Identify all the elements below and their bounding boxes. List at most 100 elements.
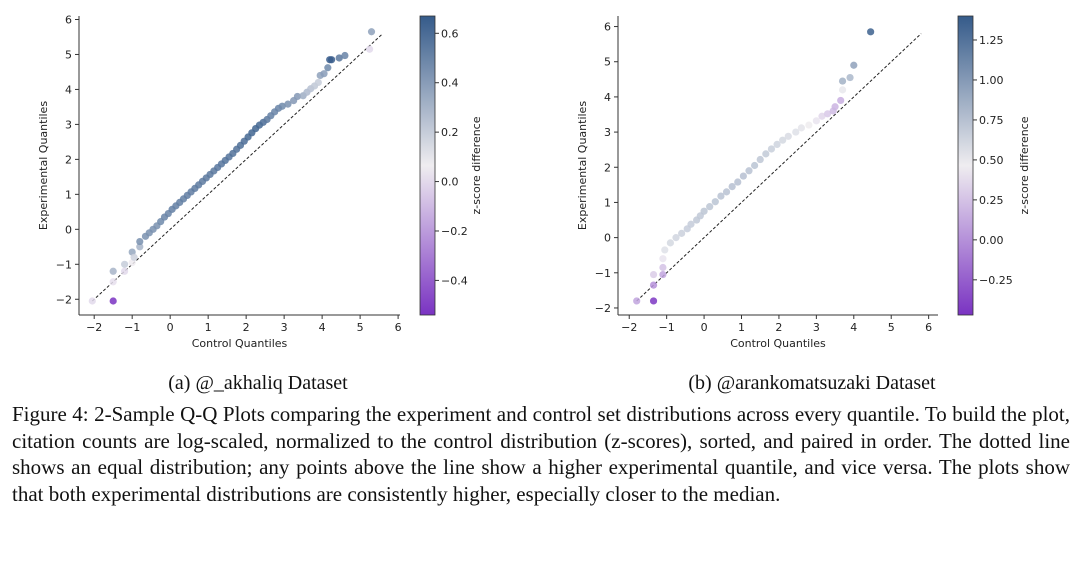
data-point xyxy=(734,178,742,186)
data-point xyxy=(838,77,847,85)
qq-plot-akhaliq: −2 −1 0 1 2 3 4 5 6 −2 −1 0 1 2 3 4 5 6 Control Quantiles E… xyxy=(37,13,483,350)
x-tick-label: 4 xyxy=(850,321,857,334)
colorbar-label: z-score difference xyxy=(1018,116,1031,214)
data-point xyxy=(846,73,854,82)
x-tick-label: −1 xyxy=(659,321,675,334)
data-point xyxy=(324,64,332,72)
data-point xyxy=(700,207,708,215)
data-point xyxy=(745,167,753,175)
y-tick-label: 2 xyxy=(65,153,72,166)
colorbar-tick-label: 1.25 xyxy=(979,34,1004,47)
x-tick-label: 5 xyxy=(888,321,895,334)
data-point xyxy=(805,121,813,129)
data-point xyxy=(109,297,117,305)
data-point xyxy=(672,234,680,242)
x-tick-label: 0 xyxy=(167,321,174,334)
data-point xyxy=(767,145,776,153)
data-point xyxy=(678,229,686,237)
x-tick-label: 4 xyxy=(319,321,326,334)
y-tick-label: 3 xyxy=(604,126,611,139)
x-tick-label: −2 xyxy=(621,321,637,334)
y-tick-label: 0 xyxy=(65,223,72,236)
data-point xyxy=(739,172,747,180)
colorbar-label: z-score difference xyxy=(470,116,483,214)
x-tick-label: 0 xyxy=(701,321,708,334)
colorbar xyxy=(419,15,436,316)
y-tick-label: 0 xyxy=(604,232,611,245)
colorbar-tick-label: −0.4 xyxy=(441,274,468,287)
colorbar-tick-label: 0.2 xyxy=(441,126,459,139)
data-point xyxy=(818,112,826,120)
data-point xyxy=(823,110,832,118)
colorbar-tick-label: 1.00 xyxy=(979,74,1004,87)
data-point xyxy=(756,155,764,164)
colorbar-tick-label: 0.00 xyxy=(979,234,1004,247)
y-tick-label: 4 xyxy=(604,91,611,104)
x-tick-label: −2 xyxy=(86,321,102,334)
y-tick-label: 6 xyxy=(65,13,72,26)
data-point xyxy=(366,45,374,53)
data-point xyxy=(837,96,845,105)
equal-distribution-line xyxy=(91,33,384,302)
colorbar-tick-label: 0.4 xyxy=(441,77,459,90)
data-point xyxy=(850,61,858,69)
data-point xyxy=(335,54,343,62)
data-point xyxy=(867,28,875,36)
data-point xyxy=(293,92,302,101)
data-point xyxy=(661,246,669,254)
data-point xyxy=(711,198,719,206)
data-point xyxy=(784,132,792,140)
data-point xyxy=(120,260,129,268)
data-point xyxy=(687,220,695,228)
data-point xyxy=(751,161,759,170)
data-point xyxy=(136,243,144,251)
data-point xyxy=(649,281,658,289)
data-point xyxy=(88,297,96,305)
colorbar-tick-label: 0.25 xyxy=(979,194,1004,207)
data-point xyxy=(838,86,847,94)
colorbar-tick-label: −0.2 xyxy=(441,225,468,238)
equal-distribution-line xyxy=(636,33,922,302)
data-point xyxy=(722,188,731,196)
data-point xyxy=(109,267,117,275)
y-tick-label: −1 xyxy=(595,267,611,280)
data-point xyxy=(284,100,292,108)
data-point xyxy=(728,183,736,191)
data-point xyxy=(797,124,805,132)
data-point xyxy=(136,237,144,246)
y-tick-label: −1 xyxy=(56,258,72,271)
x-tick-label: 2 xyxy=(243,321,250,334)
x-tick-label: 1 xyxy=(738,321,745,334)
y-tick-label: −2 xyxy=(56,293,72,306)
x-tick-label: 3 xyxy=(813,321,820,334)
y-tick-label: 1 xyxy=(604,196,611,209)
data-point xyxy=(831,103,839,111)
data-point xyxy=(762,150,770,158)
data-point xyxy=(792,128,800,136)
data-point xyxy=(649,270,658,279)
data-point xyxy=(109,278,117,286)
colorbar-tick-label: 0.75 xyxy=(979,114,1004,127)
data-point xyxy=(367,28,376,36)
colorbar-tick-label: 0.6 xyxy=(441,27,459,40)
y-tick-label: 2 xyxy=(604,161,611,174)
data-point xyxy=(314,78,322,87)
data-point xyxy=(659,263,667,272)
subcaption-b: (b) @arankomatsuzaki Dataset xyxy=(688,372,936,394)
data-point xyxy=(130,253,138,261)
y-tick-label: 6 xyxy=(604,21,611,34)
data-point xyxy=(717,192,725,200)
data-point xyxy=(812,117,820,125)
colorbar-tick-label: −0.25 xyxy=(979,274,1013,287)
data-point xyxy=(320,70,328,78)
data-point xyxy=(649,297,658,305)
y-tick-label: 3 xyxy=(65,118,72,131)
data-point xyxy=(779,136,787,144)
data-point xyxy=(659,270,667,279)
x-tick-label: 1 xyxy=(205,321,212,334)
colorbar xyxy=(957,15,974,316)
figure-caption: Figure 4: 2-Sample Q-Q Plots comparing t… xyxy=(12,402,1070,506)
y-axis-label: Experimental Quantiles xyxy=(576,101,589,230)
colorbar-tick-label: 0.0 xyxy=(441,176,459,189)
qq-figure: −2 −1 0 1 2 3 4 5 6 −2 −1 0 1 2 3 4 5 6 Control Quantiles E… xyxy=(37,13,1031,350)
